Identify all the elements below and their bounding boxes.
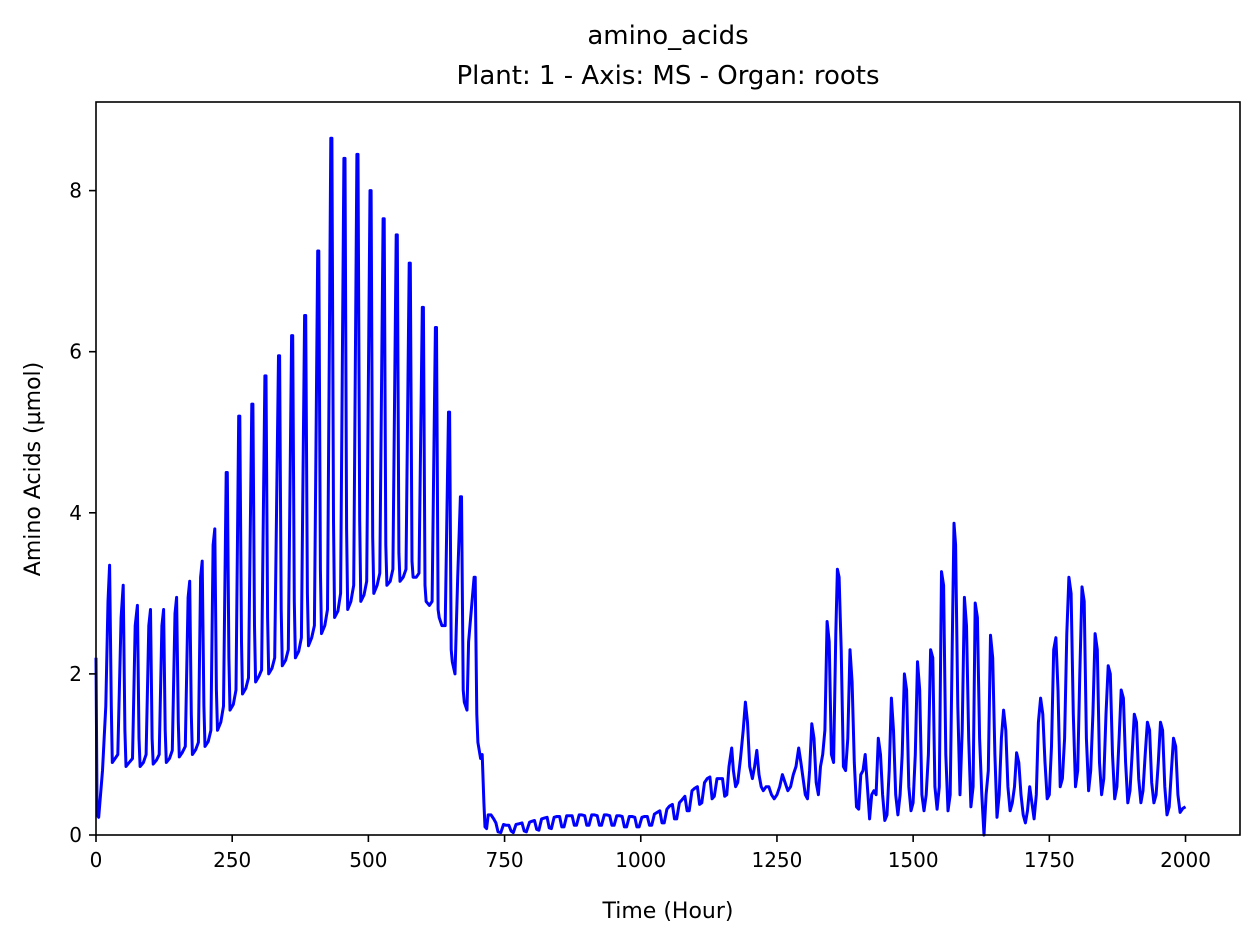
y-axis-label: Amino Acids (µmol) bbox=[21, 362, 46, 576]
x-axis-label: Time (Hour) bbox=[602, 899, 734, 924]
x-tick-label: 0 bbox=[90, 848, 103, 872]
y-tick-label: 6 bbox=[69, 340, 82, 364]
x-tick-label: 1250 bbox=[751, 848, 802, 872]
x-tick-label: 250 bbox=[213, 848, 251, 872]
axis-ticks: 0 250 500 750 1000 1250 1500 1750 2000 0 2 4 6 8 bbox=[69, 179, 1211, 872]
chart-subtitle: Plant: 1 - Axis: MS - Organ: roots bbox=[456, 61, 879, 91]
chart-title: amino_acids bbox=[587, 21, 748, 51]
y-tick-label: 8 bbox=[69, 179, 82, 203]
x-tick-label: 1750 bbox=[1024, 848, 1075, 872]
series-line-0 bbox=[94, 136, 1187, 837]
y-tick-label: 4 bbox=[69, 501, 82, 525]
x-tick-label: 500 bbox=[349, 848, 387, 872]
y-tick-label: 2 bbox=[69, 662, 82, 686]
x-tick-label: 1500 bbox=[888, 848, 939, 872]
x-tick-label: 750 bbox=[485, 848, 523, 872]
y-tick-label: 0 bbox=[69, 823, 82, 847]
x-tick-label: 1000 bbox=[615, 848, 666, 872]
plot-marks bbox=[94, 136, 1187, 837]
x-tick-label: 2000 bbox=[1160, 848, 1211, 872]
plot-frame bbox=[95, 101, 1241, 836]
